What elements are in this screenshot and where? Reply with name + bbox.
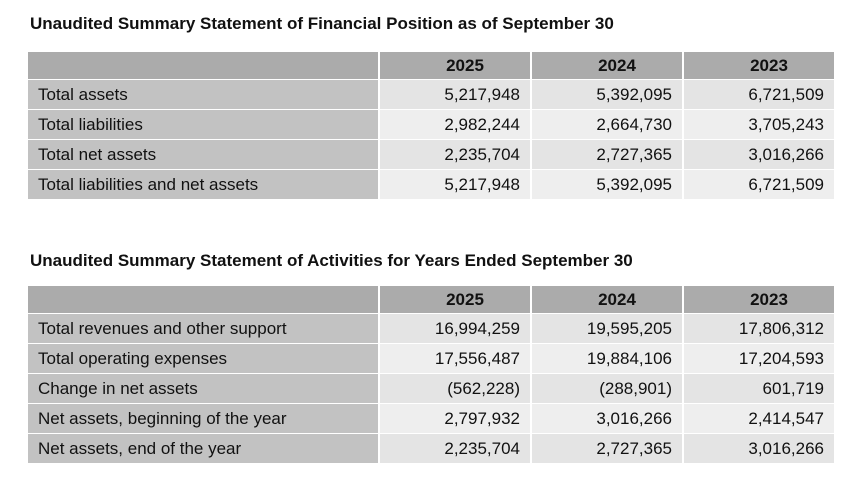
column-header: 2023	[684, 52, 834, 80]
table: 2025 2024 2023 Total revenues and other sup…	[28, 286, 834, 464]
value-cell: 3,016,266	[684, 434, 834, 464]
value-cell: 2,982,244	[380, 110, 530, 140]
row-label: Total assets	[28, 80, 378, 110]
column-header: 2024	[532, 286, 682, 314]
value-cell: 17,204,593	[684, 344, 834, 374]
header-cell	[28, 286, 378, 314]
value-cell: 5,217,948	[380, 80, 530, 110]
row-label: Total liabilities and net assets	[28, 170, 378, 200]
row-label: Net assets, beginning of the year	[28, 404, 378, 434]
section-title: Unaudited Summary Statement of Financial…	[30, 14, 614, 33]
value-cell: 3,016,266	[532, 404, 682, 434]
value-cell: 2,414,547	[684, 404, 834, 434]
section-title: Unaudited Summary Statement of Activitie…	[30, 251, 633, 270]
value-cell: 17,806,312	[684, 314, 834, 344]
value-cell: 2,664,730	[532, 110, 682, 140]
value-cell: 5,392,095	[532, 170, 682, 200]
value-cell: (288,901)	[532, 374, 682, 404]
value-cell: 6,721,509	[684, 170, 834, 200]
value-cell: 6,721,509	[684, 80, 834, 110]
row-label: Net assets, end of the year	[28, 434, 378, 464]
value-cell: 2,235,704	[380, 434, 530, 464]
value-cell: 5,217,948	[380, 170, 530, 200]
value-cell: 19,595,205	[532, 314, 682, 344]
column-header: 2025	[380, 286, 530, 314]
value-cell: 3,705,243	[684, 110, 834, 140]
value-cell: 601,719	[684, 374, 834, 404]
header-cell	[28, 52, 378, 80]
value-cell: (562,228)	[380, 374, 530, 404]
column-header: 2025	[380, 52, 530, 80]
value-cell: 2,727,365	[532, 434, 682, 464]
value-cell: 16,994,259	[380, 314, 530, 344]
column-header: 2023	[684, 286, 834, 314]
value-cell: 19,884,106	[532, 344, 682, 374]
value-cell: 2,797,932	[380, 404, 530, 434]
value-cell: 3,016,266	[684, 140, 834, 170]
value-cell: 2,727,365	[532, 140, 682, 170]
row-label: Total revenues and other support	[28, 314, 378, 344]
row-label: Total operating expenses	[28, 344, 378, 374]
row-label: Total liabilities	[28, 110, 378, 140]
table: 2025 2024 2023 Total assets 5,217,948 5,392,0…	[28, 52, 834, 200]
value-cell: 2,235,704	[380, 140, 530, 170]
value-cell: 5,392,095	[532, 80, 682, 110]
column-header: 2024	[532, 52, 682, 80]
row-label: Total net assets	[28, 140, 378, 170]
value-cell: 17,556,487	[380, 344, 530, 374]
row-label: Change in net assets	[28, 374, 378, 404]
